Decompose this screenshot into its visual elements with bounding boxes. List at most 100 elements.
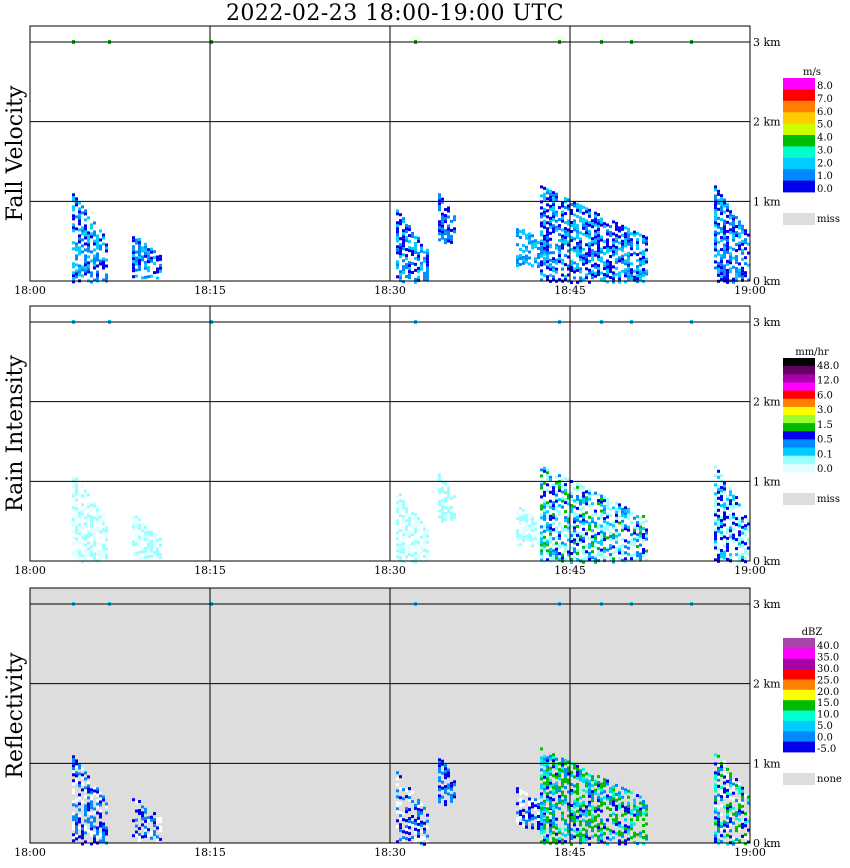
echo-cell xyxy=(417,837,420,841)
echo-cell xyxy=(414,803,417,807)
echo-cell xyxy=(747,537,750,541)
echo-cell xyxy=(399,243,402,247)
echo-cell xyxy=(84,236,87,240)
echo-cell xyxy=(153,545,156,549)
echo-cell xyxy=(729,793,732,797)
echo-cell xyxy=(570,534,573,537)
echo-cell xyxy=(579,249,582,253)
echo-cell xyxy=(555,763,558,767)
echo-cell xyxy=(621,260,624,264)
echo-cell xyxy=(573,532,576,536)
echo-cell xyxy=(714,840,717,844)
echo-cell xyxy=(525,513,528,517)
echo-cell xyxy=(732,226,735,230)
legend-swatch xyxy=(783,169,815,181)
echo-cell xyxy=(624,824,627,828)
echo-cell xyxy=(612,250,615,254)
echo-cell xyxy=(591,270,594,274)
echo-cell xyxy=(549,514,552,518)
echo-cell xyxy=(639,810,642,814)
echo-cell xyxy=(540,260,543,264)
echo-cell xyxy=(627,257,630,261)
echo-cell xyxy=(720,197,723,201)
echo-cell xyxy=(588,268,591,272)
echo-cell xyxy=(735,784,738,788)
echo-cell xyxy=(540,786,543,790)
echo-cell xyxy=(135,250,138,254)
echo-cell xyxy=(573,514,576,518)
echo-cell xyxy=(132,269,135,273)
echo-cell xyxy=(405,810,408,814)
legend-missing-swatch xyxy=(783,493,815,505)
echo-cell xyxy=(603,225,606,229)
echo-cell xyxy=(99,551,102,555)
echo-cell xyxy=(96,246,99,250)
echo-cell xyxy=(588,836,591,840)
echo-cell xyxy=(150,836,153,840)
echo-cell xyxy=(81,560,84,564)
legend-swatch xyxy=(783,720,815,732)
echo-cell xyxy=(552,230,555,234)
echo-cell xyxy=(408,838,411,842)
echo-cell xyxy=(78,246,81,250)
echo-cell xyxy=(402,253,405,257)
echo-cell xyxy=(546,477,549,481)
echo-cell xyxy=(723,219,726,223)
echo-cell xyxy=(558,840,561,844)
echo-cell xyxy=(633,801,636,805)
echo-cell xyxy=(561,204,564,208)
echo-cell xyxy=(519,792,522,795)
echo-cell xyxy=(720,825,723,829)
echo-cell xyxy=(72,482,75,486)
echo-cell xyxy=(549,550,552,554)
echo-cell xyxy=(564,263,567,267)
echo-cell xyxy=(396,777,399,781)
echo-cell xyxy=(408,547,411,551)
legend-label: 0.5 xyxy=(817,435,833,446)
echo-cell xyxy=(87,237,90,241)
echo-cell xyxy=(588,220,591,224)
echo-cell xyxy=(720,768,723,772)
echo-cell xyxy=(396,519,399,523)
echo-cell xyxy=(90,223,93,227)
echo-cell xyxy=(537,800,540,803)
echo-cell xyxy=(624,506,627,510)
echo-cell xyxy=(411,836,414,839)
echo-cell xyxy=(549,529,552,533)
echo-cell xyxy=(543,517,546,521)
echo-cell xyxy=(618,830,621,834)
echo-cell xyxy=(414,530,417,534)
echo-cell xyxy=(603,547,606,551)
echo-cell xyxy=(738,812,741,816)
echo-cell xyxy=(93,555,96,559)
echo-cell xyxy=(717,772,720,776)
echo-cell xyxy=(414,542,417,546)
echo-cell xyxy=(579,240,582,244)
echo-cell xyxy=(543,547,546,551)
echo-cell xyxy=(102,519,105,523)
echo-cell xyxy=(636,268,639,272)
echo-cell xyxy=(714,203,717,207)
echo-cell xyxy=(543,511,546,515)
echo-cell xyxy=(717,778,720,782)
echo-cell xyxy=(717,766,720,770)
echo-cell xyxy=(714,777,717,781)
echo-cell xyxy=(594,815,597,819)
echo-cell xyxy=(99,557,102,561)
echo-cell xyxy=(93,558,96,562)
echo-cell xyxy=(588,241,591,245)
echo-cell xyxy=(621,507,624,511)
echo-cell xyxy=(720,230,723,234)
echo-cell xyxy=(552,825,555,829)
echo-cell xyxy=(552,224,555,228)
echo-cell xyxy=(420,547,423,551)
echo-cell xyxy=(726,794,729,798)
echo-cell xyxy=(582,211,585,215)
echo-cell xyxy=(396,801,399,805)
echo-cell xyxy=(558,233,561,237)
echo-cell xyxy=(720,828,723,832)
echo-cell xyxy=(612,836,615,840)
echo-cell xyxy=(408,517,411,521)
echo-cell xyxy=(741,543,744,547)
echo-cell xyxy=(600,791,603,795)
